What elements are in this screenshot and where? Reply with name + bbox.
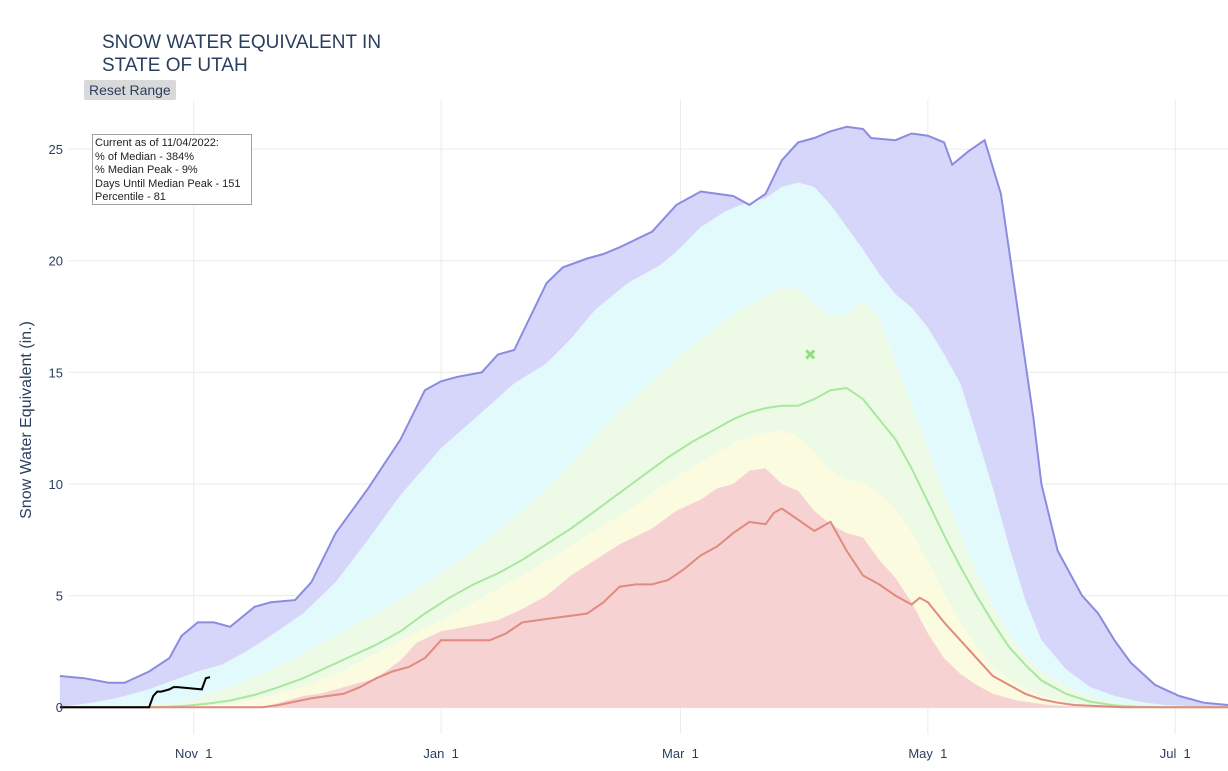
current-conditions-box: Current as of 11/04/2022: % of Median - …: [92, 134, 252, 205]
x-tick-label: Nov 1: [175, 746, 213, 761]
x-tick-label: May 1: [908, 746, 947, 761]
max-line: [59, 125, 1228, 706]
band-70th-to-50th: [59, 287, 1228, 708]
reset-range-button[interactable]: Reset Range: [84, 80, 176, 100]
current-year-line: [59, 676, 211, 709]
band-90th-to-70th: [59, 182, 1228, 708]
y-tick-label: 0: [56, 700, 63, 715]
y-axis-label: Snow Water Equivalent (in.): [18, 321, 35, 519]
percentile-bands: [59, 126, 1228, 708]
band-50th-to-30th: [59, 430, 1228, 708]
y-tick-label: 10: [49, 477, 63, 492]
y-tick-label: 20: [49, 254, 63, 269]
chart-title-line-2: STATE OF UTAH: [102, 55, 248, 76]
min-line: [59, 507, 1228, 709]
y-axis-ticks: 0 5 10 15 20 25: [49, 142, 63, 715]
chart-title-line-1: SNOW WATER EQUIVALENT IN: [102, 32, 382, 53]
info-line-date: Current as of 11/04/2022:: [95, 137, 219, 149]
chart-title: SNOW WATER EQUIVALENT IN STATE OF UTAH: [102, 31, 381, 77]
median-line: [59, 386, 1228, 709]
median-peak-marker: [805, 349, 816, 360]
info-line-days-until-peak: Days Until Median Peak - 151: [95, 177, 241, 190]
info-line-pct-median-peak: % Median Peak - 9%: [95, 164, 198, 176]
x-tick-label: Mar 1: [662, 746, 699, 761]
band-30th-to-min: [59, 468, 1228, 708]
median-peak-marker-stroke: [805, 349, 816, 360]
y-tick-label: 15: [49, 365, 63, 380]
x-axis-ticks: Nov 1 Jan 1 Mar 1 May 1 Jul 1: [175, 746, 1191, 761]
info-line-percentile: Percentile - 81: [95, 191, 166, 203]
x-tick-label: Jan 1: [423, 746, 458, 761]
band-max-to-90th: [59, 126, 1228, 708]
x-tick-label: Jul 1: [1160, 746, 1191, 761]
series-lines: [59, 125, 1228, 709]
y-tick-label: 25: [49, 142, 63, 157]
y-tick-label: 5: [56, 589, 63, 604]
info-line-pct-median: % of Median - 384%: [95, 150, 195, 163]
